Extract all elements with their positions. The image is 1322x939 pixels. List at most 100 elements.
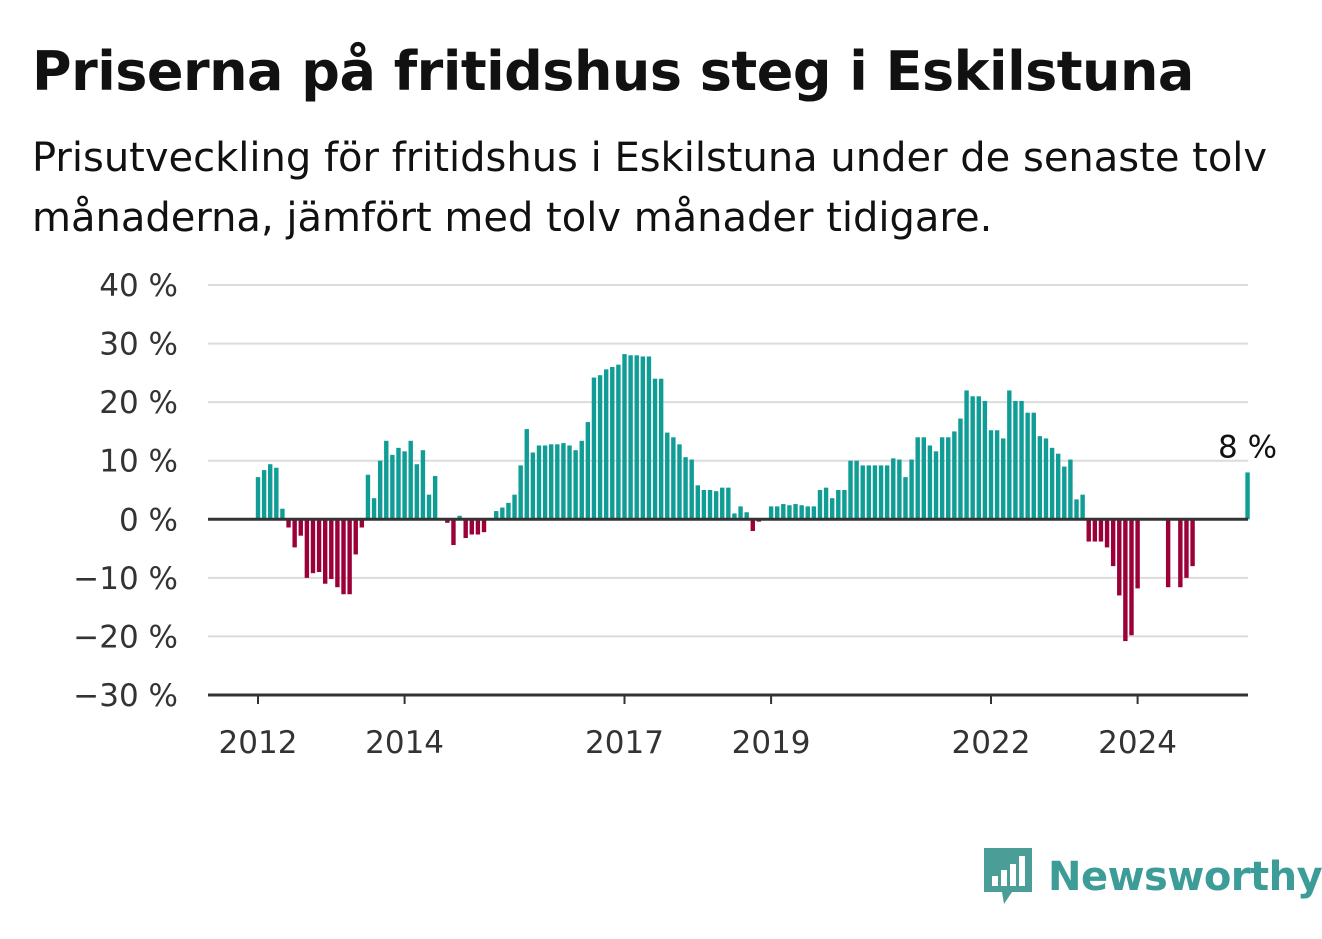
bar [793,504,798,520]
bar [707,490,713,520]
bar [457,515,462,520]
bar [610,367,615,520]
y-tick-label: −20 % [73,619,178,655]
newsworthy-logo-icon [984,848,1032,904]
bar [671,437,676,520]
bar [567,445,572,520]
bar [1135,519,1140,589]
x-tick-label: 2019 [732,725,811,761]
y-tick-label: 30 % [99,327,178,363]
bar [1043,438,1049,520]
bar [1074,499,1079,520]
bar [658,378,664,520]
bar [982,400,988,520]
bar [445,519,450,523]
bar [384,440,389,520]
bar [274,467,279,520]
bar [371,498,377,520]
bar [909,459,914,520]
y-tick-label: 40 % [99,268,178,304]
bar [964,390,969,520]
bar [432,475,438,520]
bar [585,422,591,520]
bar [1104,519,1110,548]
bar [768,506,774,520]
bar [994,430,1000,520]
bar [689,459,694,520]
bar [1190,519,1195,567]
bar [542,445,548,520]
bar [359,519,365,528]
bar [970,396,975,520]
bar [1025,412,1030,520]
newsworthy-brand: Newsworthy [980,846,1322,908]
bar [494,511,499,520]
bar [316,519,322,572]
chart-title: Priserna på fritidshus steg i Eskilstuna [32,40,1194,103]
bar [603,369,609,520]
bar [1092,519,1098,542]
bar [750,519,755,531]
bar [377,460,383,520]
bar [414,464,420,520]
bar [298,519,303,536]
x-tick-label: 2024 [1098,725,1177,761]
bar [628,355,633,520]
bar [732,513,737,520]
y-tick-label: −30 % [73,678,178,714]
y-tick-label: 20 % [99,385,178,421]
bar [988,430,994,520]
bar [469,519,474,535]
bar [1055,453,1061,520]
bar [396,447,401,520]
bar [652,378,658,520]
bar [286,519,291,528]
axes [208,517,1248,697]
bar [854,460,859,520]
x-axis-ticks: 2012 2014 2017 2019 2022 2024 [219,695,1177,761]
x-tick-label: 2014 [365,725,444,761]
bar [322,519,328,584]
bar [506,502,511,520]
annotations: 8 % [1218,429,1277,465]
bar [408,440,413,520]
bar [426,494,432,520]
bars [255,354,1250,642]
bar [402,451,407,520]
bar [1001,438,1006,520]
y-tick-label: −10 % [73,561,178,597]
bar [579,440,584,520]
bar [878,465,884,520]
bar [573,450,578,520]
bar [329,519,334,580]
bar [787,505,792,520]
bar [1062,466,1067,520]
bar [848,460,853,520]
bar [1178,519,1183,588]
bar [1129,519,1134,636]
x-tick-label: 2022 [952,725,1031,761]
bar [1080,494,1085,520]
bar [1049,447,1055,520]
bar [823,487,829,520]
bar [463,519,468,539]
bar [475,519,481,535]
y-axis-ticks: 40 % 30 % 20 % 10 % 0 % −10 % −20 % −30 % [73,268,178,714]
bar [927,445,933,520]
bar [805,506,810,520]
bar [744,512,749,520]
bar [933,451,939,520]
bar [1086,519,1091,542]
bar [561,443,566,520]
bar [451,519,456,546]
bar [255,477,261,520]
bar [420,450,426,520]
bar [1068,459,1073,520]
bar [341,519,346,595]
bar [292,519,297,548]
bar [1123,519,1128,642]
bar [720,487,725,520]
bar [512,494,517,520]
bar [616,364,621,520]
x-tick-label: 2017 [585,725,664,761]
